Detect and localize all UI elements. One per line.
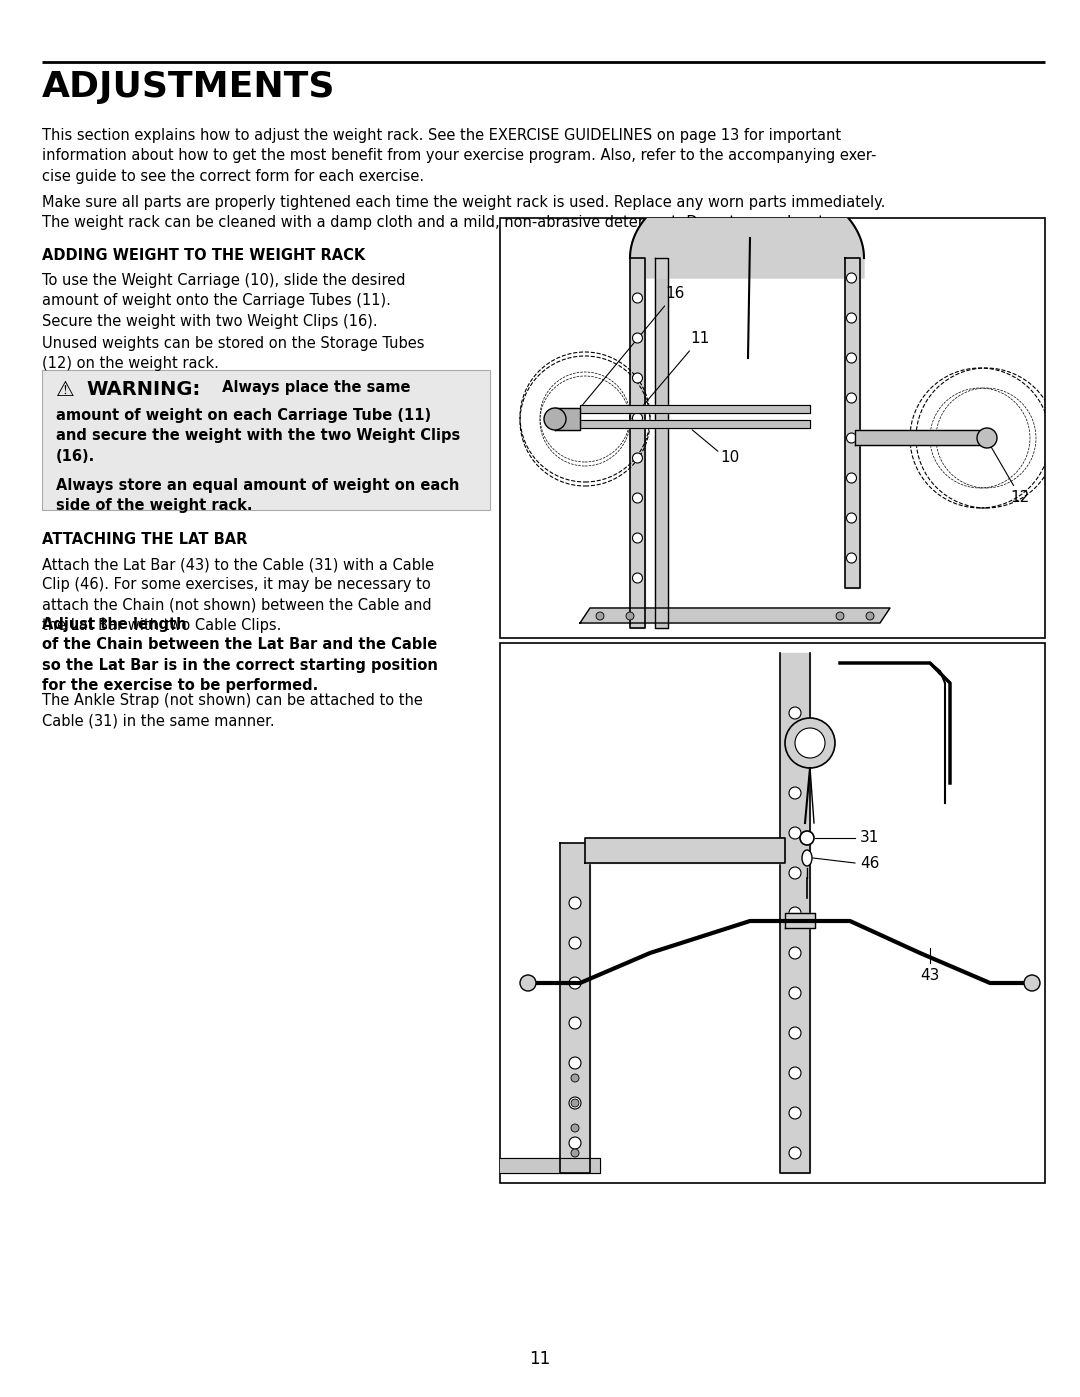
Polygon shape <box>654 258 669 629</box>
Polygon shape <box>580 420 810 427</box>
Circle shape <box>633 414 643 423</box>
Circle shape <box>571 1148 579 1157</box>
Text: Always store an equal amount of weight on each
side of the weight rack.: Always store an equal amount of weight o… <box>56 478 459 514</box>
Circle shape <box>569 897 581 909</box>
Circle shape <box>633 332 643 344</box>
Text: Attach the Lat Bar (43) to the Cable (31) with a Cable
Clip (46). For some exerc: Attach the Lat Bar (43) to the Cable (31… <box>42 557 434 633</box>
Circle shape <box>789 827 801 840</box>
Text: 10: 10 <box>720 450 740 465</box>
Circle shape <box>569 937 581 949</box>
Circle shape <box>977 427 997 448</box>
Circle shape <box>789 947 801 958</box>
Text: The Ankle Strap (not shown) can be attached to the
Cable (31) in the same manner: The Ankle Strap (not shown) can be attac… <box>42 693 423 728</box>
Circle shape <box>569 1058 581 1069</box>
Polygon shape <box>630 177 864 278</box>
Circle shape <box>789 1067 801 1078</box>
Text: 11: 11 <box>529 1350 551 1368</box>
Circle shape <box>785 718 835 768</box>
Circle shape <box>847 513 856 522</box>
Bar <box>500 643 1045 1183</box>
Bar <box>500 218 1045 638</box>
Text: ⚠: ⚠ <box>56 380 75 400</box>
Polygon shape <box>630 258 645 629</box>
Polygon shape <box>845 258 860 588</box>
Text: 16: 16 <box>582 286 685 407</box>
Circle shape <box>544 408 566 430</box>
Text: This section explains how to adjust the weight rack. See the EXERCISE GUIDELINES: This section explains how to adjust the … <box>42 129 876 184</box>
Circle shape <box>571 1125 579 1132</box>
Bar <box>42 370 490 510</box>
Circle shape <box>789 787 801 799</box>
Text: ADJUSTMENTS: ADJUSTMENTS <box>42 70 336 103</box>
Circle shape <box>571 1099 579 1106</box>
Text: ADDING WEIGHT TO THE WEIGHT RACK: ADDING WEIGHT TO THE WEIGHT RACK <box>42 249 365 263</box>
Circle shape <box>519 975 536 990</box>
Circle shape <box>836 612 843 620</box>
Circle shape <box>569 1137 581 1148</box>
Text: 12: 12 <box>1010 490 1029 506</box>
Circle shape <box>596 612 604 620</box>
Circle shape <box>569 1017 581 1030</box>
Polygon shape <box>585 838 785 863</box>
Circle shape <box>847 313 856 323</box>
Circle shape <box>800 831 814 845</box>
Circle shape <box>789 747 801 759</box>
Text: Always place the same: Always place the same <box>217 380 410 395</box>
Ellipse shape <box>802 849 812 866</box>
Circle shape <box>847 353 856 363</box>
Polygon shape <box>580 608 890 623</box>
Text: WARNING:: WARNING: <box>86 380 200 400</box>
Text: ATTACHING THE LAT BAR: ATTACHING THE LAT BAR <box>42 532 247 548</box>
Circle shape <box>847 272 856 284</box>
Polygon shape <box>561 842 590 1173</box>
Polygon shape <box>500 1158 600 1173</box>
Circle shape <box>847 553 856 563</box>
Circle shape <box>633 573 643 583</box>
Circle shape <box>789 907 801 919</box>
Circle shape <box>1024 975 1040 990</box>
Circle shape <box>789 1106 801 1119</box>
Text: Unused weights can be stored on the Storage Tubes
(12) on the weight rack.: Unused weights can be stored on the Stor… <box>42 337 424 372</box>
Text: 43: 43 <box>920 968 940 983</box>
Circle shape <box>571 1074 579 1083</box>
Circle shape <box>795 728 825 759</box>
Polygon shape <box>785 914 815 928</box>
Polygon shape <box>580 405 810 414</box>
Circle shape <box>569 977 581 989</box>
Text: 11: 11 <box>632 331 710 419</box>
Circle shape <box>847 393 856 402</box>
Circle shape <box>789 988 801 999</box>
Circle shape <box>633 534 643 543</box>
Circle shape <box>633 293 643 303</box>
Circle shape <box>569 1097 581 1109</box>
Circle shape <box>866 612 874 620</box>
Circle shape <box>847 474 856 483</box>
Circle shape <box>847 433 856 443</box>
Circle shape <box>633 453 643 462</box>
Circle shape <box>789 1147 801 1160</box>
Circle shape <box>626 612 634 620</box>
Circle shape <box>633 373 643 383</box>
Text: 46: 46 <box>860 855 879 870</box>
Circle shape <box>789 868 801 879</box>
Polygon shape <box>555 408 580 430</box>
Circle shape <box>633 493 643 503</box>
Text: To use the Weight Carriage (10), slide the desired
amount of weight onto the Car: To use the Weight Carriage (10), slide t… <box>42 272 405 328</box>
Circle shape <box>789 1027 801 1039</box>
Polygon shape <box>780 652 810 1173</box>
Text: Make sure all parts are properly tightened each time the weight rack is used. Re: Make sure all parts are properly tighten… <box>42 196 886 231</box>
Text: 31: 31 <box>860 830 879 845</box>
Text: amount of weight on each Carriage Tube (11)
and secure the weight with the two W: amount of weight on each Carriage Tube (… <box>56 408 460 464</box>
Text: Adjust the length
of the Chain between the Lat Bar and the Cable
so the Lat Bar : Adjust the length of the Chain between t… <box>42 617 437 693</box>
Polygon shape <box>855 430 985 446</box>
Circle shape <box>789 707 801 719</box>
